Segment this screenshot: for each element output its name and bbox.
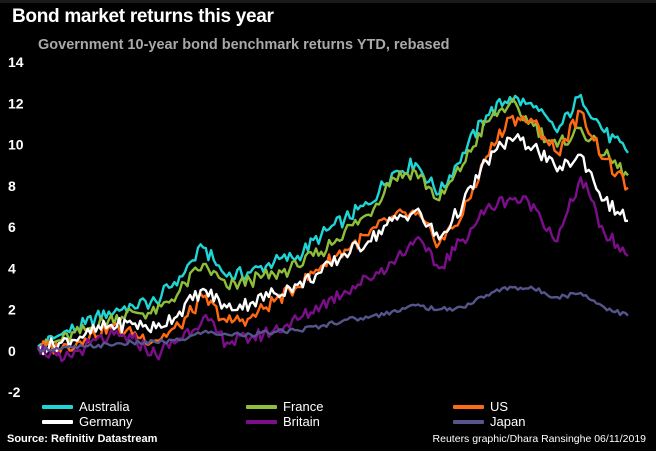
- y-tick-label: 2: [8, 302, 16, 318]
- legend-label: Britain: [283, 414, 320, 429]
- chart-title: Bond market returns this year: [12, 6, 274, 27]
- legend-item-germany: Germany: [42, 414, 132, 429]
- legend-label: Germany: [79, 414, 133, 429]
- series-line-britain: [36, 176, 629, 363]
- series-line-germany: [37, 133, 629, 356]
- legend-label: US: [490, 399, 509, 414]
- top-rule: [0, 0, 656, 3]
- y-axis: 14 12 10 8 6 4 2 0 -2: [8, 54, 24, 400]
- legend-item-france: France: [246, 399, 323, 414]
- y-tick-label: 4: [8, 260, 16, 276]
- legend-label: France: [283, 399, 324, 414]
- legend-label: Japan: [490, 414, 526, 429]
- y-tick-label: 8: [8, 178, 16, 194]
- legend-swatch: [42, 419, 73, 424]
- y-tick-label: 0: [8, 343, 16, 359]
- legend-swatch: [246, 404, 277, 409]
- y-tick-label: 10: [8, 137, 24, 153]
- chart-subtitle: Government 10-year bond benchmark return…: [38, 37, 450, 53]
- y-tick-label: -2: [8, 384, 21, 400]
- legend-label: Australia: [79, 399, 130, 414]
- legend-item-japan: Japan: [453, 414, 525, 429]
- legend-swatch: [42, 404, 73, 409]
- legend-item-britain: Britain: [246, 414, 320, 429]
- y-tick-label: 6: [8, 219, 16, 235]
- y-tick-label: 12: [8, 95, 24, 111]
- legend-swatch: [453, 419, 484, 424]
- series-line-us: [37, 109, 629, 356]
- legend-item-australia: Australia: [42, 399, 130, 414]
- y-tick-label: 14: [8, 54, 24, 70]
- credit-note: Reuters graphic/Dhara Ransinghe 06/11/20…: [432, 433, 646, 445]
- legend-swatch: [453, 404, 484, 409]
- series-line-australia: [37, 93, 629, 348]
- series-line-japan: [37, 285, 629, 353]
- legend-swatch: [246, 419, 277, 424]
- series-lines: [36, 93, 629, 363]
- legend-item-us: US: [453, 399, 508, 414]
- source-note: Source: Refinitiv Datastream: [7, 433, 158, 445]
